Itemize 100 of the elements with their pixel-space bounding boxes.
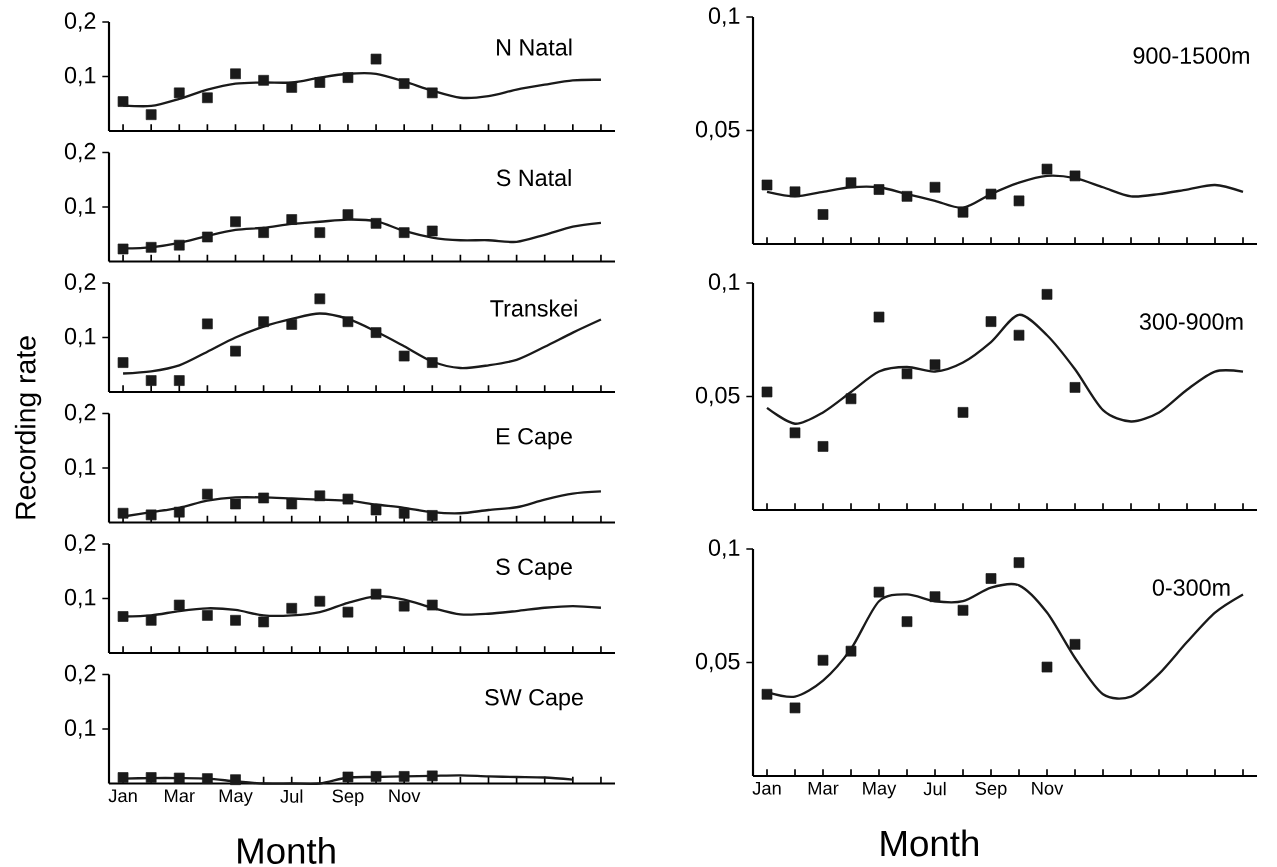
- y-axis-title: Recording rate: [14, 336, 42, 519]
- point: [286, 602, 298, 614]
- point: [258, 316, 269, 328]
- point: [901, 191, 913, 202]
- point: [173, 239, 185, 251]
- point: [370, 504, 382, 516]
- point: [929, 181, 941, 193]
- text: N Natal: [497, 38, 572, 56]
- point: [426, 87, 438, 99]
- text: 900-1500m: [1133, 47, 1249, 64]
- y-tick-label: 0,1: [708, 7, 740, 27]
- point: [873, 184, 885, 195]
- x-tick-label: Nov: [389, 789, 421, 803]
- point: [258, 616, 269, 628]
- point: [145, 614, 157, 626]
- point: [202, 92, 213, 104]
- point: [370, 327, 382, 338]
- point: [873, 586, 885, 598]
- point: [314, 227, 326, 238]
- point: [342, 316, 354, 328]
- x-tick-label: Jul: [280, 789, 303, 803]
- y-tick-label: 0,05: [695, 120, 740, 141]
- point: [789, 702, 801, 714]
- x-axis-title: Month: [881, 829, 978, 857]
- point: [845, 177, 857, 189]
- point: [761, 179, 773, 191]
- point: [1013, 329, 1025, 341]
- point: [202, 231, 213, 243]
- point: [985, 316, 997, 327]
- point: [929, 359, 941, 371]
- text: 0-300m: [1152, 579, 1230, 596]
- point: [873, 311, 885, 323]
- text: E Cape: [497, 427, 572, 450]
- point: [957, 407, 969, 418]
- point: [314, 293, 326, 305]
- point: [230, 614, 241, 626]
- point: [117, 96, 129, 107]
- point: [1041, 289, 1053, 300]
- point: [202, 488, 213, 500]
- line-series: [765, 313, 1245, 425]
- x-tick-label: May: [863, 781, 897, 799]
- point: [173, 506, 185, 518]
- x-tick-label: Sep: [975, 781, 1007, 799]
- y-tick-label: 0,1: [64, 327, 96, 348]
- text: SW Cape: [485, 689, 583, 711]
- point: [258, 492, 269, 504]
- point: [1013, 557, 1025, 568]
- y-tick-label: 0,1: [64, 66, 96, 87]
- point: [342, 493, 354, 505]
- point: [1041, 163, 1053, 175]
- point: [817, 654, 829, 666]
- point: [845, 393, 857, 405]
- point: [789, 186, 801, 198]
- point: [342, 209, 354, 220]
- point: [398, 600, 410, 612]
- point: [230, 498, 241, 510]
- point: [1069, 382, 1081, 393]
- text: 300-900m: [1139, 313, 1243, 330]
- y-tick-label: 0,1: [64, 458, 96, 478]
- y-tick-label: 0,1: [708, 539, 740, 559]
- point: [314, 77, 326, 88]
- point: [258, 74, 269, 86]
- point: [761, 688, 773, 700]
- text: S Natal: [496, 169, 571, 187]
- point: [901, 368, 913, 380]
- point: [901, 616, 913, 627]
- point: [817, 209, 829, 220]
- point: [761, 386, 773, 398]
- point: [426, 599, 438, 611]
- point: [286, 214, 298, 225]
- point: [370, 588, 382, 600]
- point: [173, 87, 185, 99]
- text: S Cape: [496, 558, 572, 580]
- point: [117, 243, 129, 255]
- y-tick-label: 0,05: [695, 386, 740, 407]
- y-tick-label: 0,2: [64, 273, 96, 293]
- y-tick-label: 0,1: [64, 719, 96, 739]
- point: [426, 357, 438, 368]
- point: [145, 509, 157, 521]
- point: [426, 225, 438, 237]
- y-tick-label: 0,2: [64, 403, 96, 424]
- text: Transkei: [490, 299, 577, 317]
- y-tick-label: 0,2: [64, 534, 96, 554]
- point: [398, 227, 410, 238]
- y-tick-label: 0,05: [695, 652, 740, 673]
- point: [202, 318, 213, 330]
- x-tick-label: Jan: [752, 781, 781, 795]
- y-tick-label: 0,1: [64, 197, 96, 217]
- point: [370, 53, 382, 65]
- point: [1069, 639, 1081, 650]
- x-tick-label: Sep: [332, 789, 364, 806]
- point: [789, 427, 801, 439]
- y-tick-label: 0,2: [64, 12, 96, 32]
- x-tick-label: Nov: [1032, 781, 1064, 795]
- point: [230, 345, 241, 357]
- point: [286, 319, 298, 330]
- point: [230, 216, 241, 228]
- point: [117, 357, 129, 368]
- point: [398, 350, 410, 362]
- point: [957, 206, 969, 218]
